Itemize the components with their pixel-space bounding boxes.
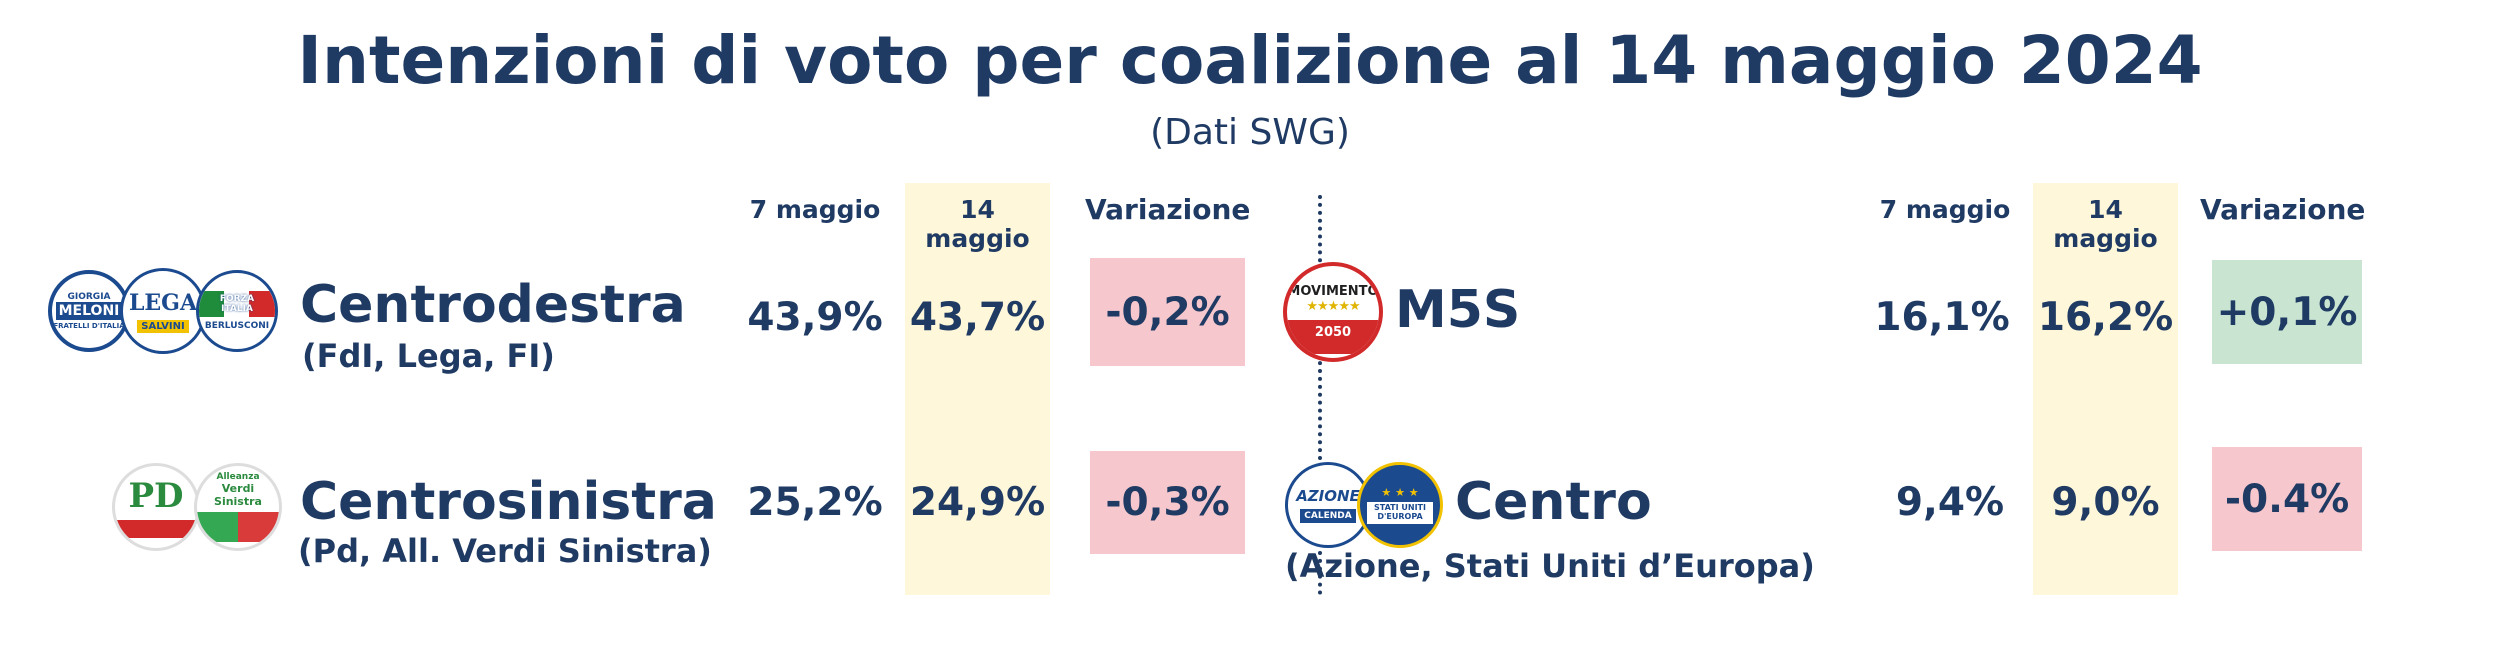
right-header-curr: 14 maggio [2053, 195, 2158, 253]
m5s-logo: MOVIMENTO ★★★★★ 2050 [1283, 262, 1383, 362]
lega-logo: LEGA SALVINI [120, 268, 206, 354]
centrodestra-members: (FdI, Lega, FI) [302, 337, 555, 375]
centro-curr: 9,0% [2051, 480, 2160, 525]
azione-logo: AZIONE CALENDA [1285, 462, 1371, 548]
centro-prev: 9,4% [1895, 480, 2005, 525]
centrodestra-prev: 43,9% [747, 295, 883, 340]
centro-name: Centro [1455, 472, 1652, 532]
page-title: Intenzioni di voto per coalizione al 14 … [297, 22, 2203, 99]
fdi-logo: GIORGIA MELONI FRATELLI D'ITALIA [48, 270, 130, 352]
centrodestra-change: -0,2% [1090, 258, 1245, 366]
centrosinistra-members: (Pd, All. Verdi Sinistra) [298, 532, 712, 570]
column-divider [1318, 195, 1322, 595]
left-header-prev: 7 maggio [749, 195, 881, 224]
avs-logo: Alleanza Verdi Sinistra [194, 463, 282, 551]
centrosinistra-name: Centrosinistra [300, 472, 717, 532]
m5s-prev: 16,1% [1874, 295, 2010, 340]
centrodestra-curr: 43,7% [909, 295, 1046, 340]
centro-members: (Azione, Stati Uniti d’Europa) [1285, 547, 1815, 585]
forza-italia-logo: FORZA ITALIA BERLUSCONI [196, 270, 278, 352]
right-current-column-highlight [2033, 183, 2178, 595]
right-header-change: Variazione [2200, 193, 2366, 226]
m5s-curr: 16,2% [2037, 295, 2174, 340]
right-header-prev: 7 maggio [1879, 195, 2011, 224]
m5s-change: +0,1% [2212, 260, 2362, 364]
centrodestra-name: Centrodestra [300, 275, 686, 335]
centrosinistra-change: -0,3% [1090, 451, 1245, 554]
centrosinistra-prev: 25,2% [747, 480, 883, 525]
stati-uniti-europa-logo: ★ ★ ★ STATI UNITI D'EUROPA [1357, 462, 1443, 548]
centrosinistra-curr: 24,9% [909, 480, 1046, 525]
m5s-name: M5S [1395, 280, 1521, 340]
left-header-change: Variazione [1085, 193, 1251, 226]
left-current-column-highlight [905, 183, 1050, 595]
centro-change: -0.4% [2212, 447, 2362, 551]
pd-logo: PD [112, 463, 200, 551]
left-header-curr: 14 maggio [925, 195, 1030, 253]
page-subtitle: (Dati SWG) [1150, 112, 1350, 153]
